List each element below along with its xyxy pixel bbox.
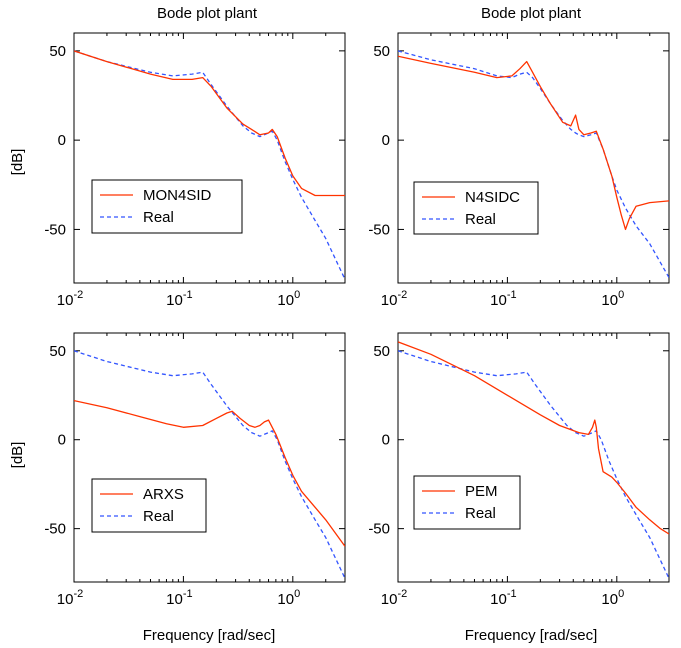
panel-title: Bode plot plant bbox=[481, 5, 582, 22]
y-tick-label: -50 bbox=[44, 221, 66, 238]
x-tick-label: 10-2 bbox=[381, 289, 407, 309]
legend-label: Real bbox=[465, 211, 496, 228]
x-tick-label: 100 bbox=[277, 289, 300, 309]
legend: MON4SID Real bbox=[91, 179, 243, 234]
legend-label: Real bbox=[143, 209, 174, 226]
x-tick-exponent: 0 bbox=[618, 289, 624, 301]
series-line-real bbox=[398, 350, 669, 579]
x-tick-exponent: -1 bbox=[507, 588, 517, 600]
x-tick-exponent: -2 bbox=[73, 289, 83, 301]
legend: PEM Real bbox=[413, 475, 521, 530]
x-tick-exponent: 0 bbox=[294, 588, 300, 600]
legend-box bbox=[413, 181, 539, 235]
y-tick-label: 0 bbox=[58, 432, 66, 449]
series-line-n4sidc bbox=[398, 55, 669, 231]
x-tick-base: 10 bbox=[490, 591, 507, 608]
panel-top-left: Bode plot plant [dB] 10-2 10-1 100500-50MO… bbox=[9, 5, 346, 309]
x-tick-base: 10 bbox=[166, 591, 183, 608]
x-tick-base: 10 bbox=[277, 591, 294, 608]
panel-top-right: Bode plot plant 10-2 10-1 100500-50N4SIDCR… bbox=[368, 5, 670, 309]
x-tick-base: 10 bbox=[57, 591, 74, 608]
x-tick-base: 10 bbox=[166, 292, 183, 309]
series-group bbox=[398, 341, 669, 579]
x-tick-label: 10-2 bbox=[57, 289, 83, 309]
y-tick-label: 50 bbox=[49, 43, 66, 60]
series-line-real bbox=[74, 50, 345, 280]
y-tick-label: 50 bbox=[49, 343, 66, 360]
x-tick-label: 10-1 bbox=[490, 289, 516, 309]
x-tick-label: 10-2 bbox=[381, 588, 407, 608]
x-tick-label: 10-1 bbox=[166, 289, 192, 309]
y-tick-label: -50 bbox=[368, 521, 390, 538]
series-line-arxs bbox=[74, 399, 345, 547]
panel-title: Bode plot plant bbox=[157, 5, 258, 22]
series-group bbox=[74, 50, 345, 280]
legend-label: N4SIDC bbox=[465, 189, 520, 206]
x-tick-label: 100 bbox=[601, 588, 624, 608]
series-line-real bbox=[398, 50, 669, 278]
x-tick-base: 10 bbox=[601, 591, 618, 608]
y-tick-label: 50 bbox=[373, 43, 390, 60]
x-tick-exponent: 0 bbox=[294, 289, 300, 301]
axes-frame bbox=[73, 32, 346, 284]
y-axis-label: [dB] bbox=[9, 442, 26, 469]
y-tick-label: 0 bbox=[58, 132, 66, 149]
series-group bbox=[398, 50, 669, 278]
panel-bottom-right: Frequency [rad/sec] 10-2 10-1 100500-50PEM… bbox=[368, 332, 670, 644]
x-axis-label: Frequency [rad/sec] bbox=[465, 627, 598, 644]
y-tick-label: 0 bbox=[382, 132, 390, 149]
x-tick-exponent: -2 bbox=[397, 588, 407, 600]
x-tick-base: 10 bbox=[277, 292, 294, 309]
series-line-mon4sid bbox=[74, 50, 345, 197]
axes-frame bbox=[397, 332, 670, 583]
x-tick-label: 10-1 bbox=[490, 588, 516, 608]
x-tick-label: 100 bbox=[601, 289, 624, 309]
legend: N4SIDC Real bbox=[413, 181, 539, 235]
legend-label: PEM bbox=[465, 483, 498, 500]
x-tick-exponent: -1 bbox=[507, 289, 517, 301]
series-line-real bbox=[74, 350, 345, 579]
x-tick-exponent: -1 bbox=[183, 289, 193, 301]
x-tick-exponent: -1 bbox=[183, 588, 193, 600]
x-tick-label: 10-2 bbox=[57, 588, 83, 608]
x-tick-label: 100 bbox=[277, 588, 300, 608]
x-tick-base: 10 bbox=[381, 591, 398, 608]
legend-box bbox=[91, 478, 207, 533]
x-tick-exponent: -2 bbox=[397, 289, 407, 301]
x-tick-base: 10 bbox=[381, 292, 398, 309]
y-tick-label: -50 bbox=[44, 521, 66, 538]
x-tick-base: 10 bbox=[490, 292, 507, 309]
legend-label: Real bbox=[143, 508, 174, 525]
y-tick-label: 50 bbox=[373, 343, 390, 360]
y-tick-label: -50 bbox=[368, 221, 390, 238]
x-tick-label: 10-1 bbox=[166, 588, 192, 608]
x-axis-label: Frequency [rad/sec] bbox=[143, 627, 276, 644]
x-tick-exponent: 0 bbox=[618, 588, 624, 600]
legend-box bbox=[413, 475, 521, 530]
axes-frame bbox=[73, 332, 346, 583]
legend-box bbox=[91, 179, 243, 234]
legend-label: MON4SID bbox=[143, 187, 212, 204]
y-axis-label: [dB] bbox=[9, 149, 26, 176]
panel-bottom-left: [dB] Frequency [rad/sec] 10-2 10-1 100500-… bbox=[9, 332, 346, 644]
x-tick-base: 10 bbox=[601, 292, 618, 309]
x-tick-exponent: -2 bbox=[73, 588, 83, 600]
series-line-pem bbox=[398, 341, 669, 535]
y-tick-label: 0 bbox=[382, 432, 390, 449]
legend: ARXS Real bbox=[91, 478, 207, 533]
series-group bbox=[74, 350, 345, 579]
axes-frame bbox=[397, 32, 670, 284]
x-tick-base: 10 bbox=[57, 292, 74, 309]
legend-label: Real bbox=[465, 505, 496, 522]
legend-label: ARXS bbox=[143, 486, 184, 503]
